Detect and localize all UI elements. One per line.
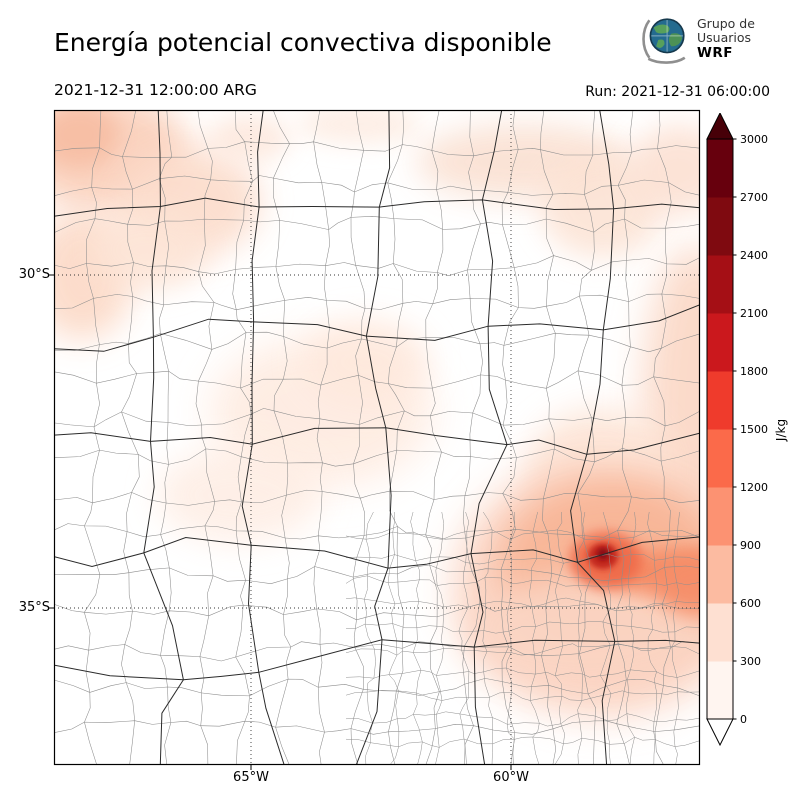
colorbar-tick-label: 1200 (740, 481, 768, 494)
x-axis-tick-65w: 65°W (233, 770, 269, 785)
map-plot: 30°S 35°S 65°W 60°W (19, 109, 701, 785)
colorbar-tick-label: 2100 (740, 307, 768, 320)
logo-text-line2: Usuarios (697, 30, 752, 46)
colorbar-tick-label: 3000 (740, 133, 768, 146)
colorbar-tick-label: 300 (740, 655, 761, 668)
map-canvas (49, 109, 701, 770)
colorbar-tick-label: 1500 (740, 423, 768, 436)
colorbar-unit-label: J/kg (774, 418, 789, 442)
colorbar-tick-label: 2700 (740, 191, 768, 204)
colorbar: 0 300 600 900 1200 1500 1800 2100 2400 2700 3000 J… (706, 113, 800, 747)
colorbar-tick-label: 2400 (740, 249, 768, 262)
colorbar-tick-label: 900 (740, 539, 761, 552)
logo-text-line1: Grupo de (697, 15, 755, 31)
run-time-label: Run: 2021-12-31 06:00:00 (585, 84, 770, 100)
colorbar-tick-label: 0 (740, 713, 747, 726)
logo-text: Grupo de Usuarios WRF (697, 15, 755, 61)
logo-text-line3: WRF (697, 44, 734, 61)
globe-icon (642, 18, 686, 64)
colorbar-tick-label: 600 (740, 597, 761, 610)
colorbar-tick-label: 1800 (740, 365, 768, 378)
y-axis-tick-30s: 30°S (18, 267, 50, 282)
colorbar-canvas: 0 300 600 900 1200 1500 1800 2100 2400 2700 3000 (706, 113, 768, 747)
x-axis-tick-60w: 60°W (493, 770, 529, 785)
y-axis-tick-35s: 35°S (18, 600, 50, 615)
wrf-logo: Grupo de Usuarios WRF (640, 14, 755, 64)
page-title: Energía potencial convectiva disponible (54, 28, 552, 57)
valid-time-label: 2021-12-31 12:00:00 ARG (54, 81, 257, 99)
